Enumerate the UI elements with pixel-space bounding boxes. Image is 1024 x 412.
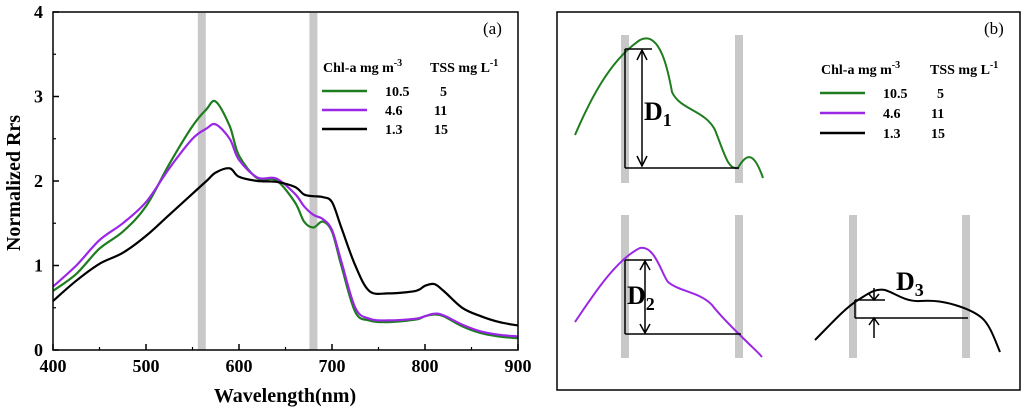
y-tick-label: 1 (34, 256, 43, 276)
y-axis-ticks: 0 1 2 3 4 (34, 2, 59, 360)
x-tick-label: 800 (412, 356, 439, 376)
legend-tss-value: 15 (434, 123, 448, 138)
y-axis-title: Normalized Rrs (3, 115, 25, 251)
series-line-4-6 (52, 122, 519, 338)
band-d3-left (849, 215, 857, 358)
band-d3-right (962, 215, 970, 358)
d3-curve (814, 288, 1001, 353)
legend-chl-value: 1.3 (883, 127, 901, 142)
series-line-1-3 (52, 167, 519, 327)
legend-chl-value: 10.5 (385, 85, 410, 100)
band-bottom-right (735, 215, 743, 358)
y-tick-label: 0 (34, 340, 43, 360)
d2-arrow-head-up (639, 259, 651, 271)
panel-b-diagram: (b) D1 D2 D3 (556, 11, 1021, 391)
band-top-right (735, 35, 743, 183)
panel-label-b: (b) (984, 19, 1004, 38)
y-tick-label: 2 (34, 171, 43, 191)
x-axis-ticks: 400 500 600 700 800 900 (40, 344, 532, 376)
x-tick-label: 500 (133, 356, 160, 376)
d1-arrow-head-up (636, 48, 648, 61)
legend-b: Chl-a mg m-3 TSS mg L-1 10.5 5 4.6 11 1.… (820, 60, 998, 142)
d2-curve (574, 246, 763, 358)
panel-label-a: (a) (483, 19, 502, 38)
x-tick-label: 600 (226, 356, 253, 376)
series-line-10-5 (52, 99, 519, 340)
y-tick-label: 3 (34, 87, 43, 107)
y-tick-label: 4 (34, 2, 43, 22)
legend-header-tss: TSS mg L-1 (430, 58, 498, 76)
d1-curve (574, 37, 764, 179)
legend-tss-value: 5 (440, 85, 447, 100)
panel-b-frame (556, 11, 1021, 391)
highlight-band (309, 13, 318, 350)
x-tick-label: 900 (505, 356, 532, 376)
legend-tss-value: 11 (931, 107, 944, 122)
legend-chl-value: 1.3 (385, 123, 403, 138)
d3-arrow-bottom-head (868, 316, 880, 326)
d3-arrow-top-head (868, 293, 880, 302)
highlight-bands (197, 13, 318, 350)
d3-label: D3 (896, 267, 924, 300)
series-group (52, 99, 519, 340)
legend-header-chl: Chl-a mg m-3 (323, 58, 402, 76)
x-axis-title: Wavelength(nm) (214, 385, 356, 407)
legend-chl-value: 4.6 (883, 107, 901, 122)
legend-chl-value: 10.5 (883, 87, 908, 102)
legend-tss-value: 11 (434, 104, 447, 119)
d2-label: D2 (627, 281, 655, 314)
legend-chl-value: 4.6 (385, 104, 403, 119)
d2-arrow-head-down (639, 323, 651, 335)
x-tick-label: 700 (319, 356, 346, 376)
legend-a: Chl-a mg m-3 TSS mg L-1 10.5 5 4.6 11 1.… (322, 58, 498, 138)
legend-tss-value: 5 (937, 87, 944, 102)
highlight-band (197, 13, 206, 350)
legend-header-chl: Chl-a mg m-3 (821, 60, 900, 78)
d1-arrow-head-down (636, 155, 648, 168)
legend-header-tss: TSS mg L-1 (930, 60, 998, 78)
x-tick-label: 400 (40, 356, 67, 376)
legend-tss-value: 15 (931, 127, 945, 142)
d1-label: D1 (644, 97, 672, 130)
